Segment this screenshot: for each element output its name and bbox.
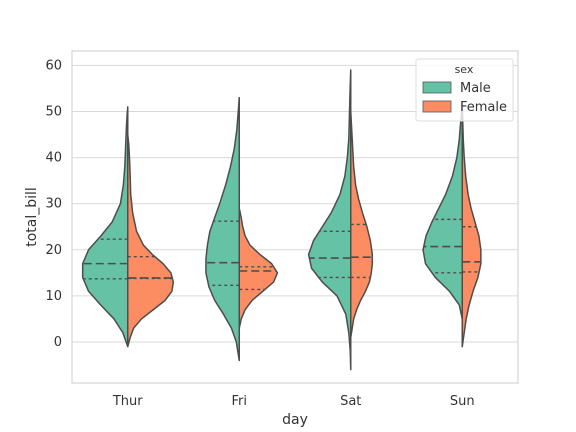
y-tick-label: 50 bbox=[45, 105, 62, 120]
violin-half-male-fri bbox=[205, 96, 240, 362]
y-axis-title: total_bill bbox=[24, 187, 40, 247]
x-axis-title: day bbox=[282, 412, 308, 428]
y-tick-label: 20 bbox=[45, 243, 62, 258]
legend-swatch-female bbox=[422, 100, 452, 113]
x-tick-label: Sat bbox=[340, 394, 361, 409]
legend-title: sex bbox=[455, 63, 474, 76]
violin-half-female-thur bbox=[127, 133, 175, 348]
violin-half-male-sun bbox=[422, 106, 463, 320]
y-tick-label: 60 bbox=[45, 58, 62, 73]
x-tick-label: Fri bbox=[232, 394, 248, 409]
legend-label-female: Female bbox=[460, 100, 507, 115]
violin-half-male-thur bbox=[81, 106, 129, 348]
y-tick-label: 30 bbox=[45, 197, 62, 212]
violin-half-female-sun bbox=[461, 101, 482, 348]
violin-half-female-sat bbox=[350, 110, 374, 339]
y-tick-labels: 0 10 20 30 40 50 60 bbox=[45, 58, 62, 350]
violins bbox=[81, 69, 482, 371]
legend: sex Male Female bbox=[415, 58, 514, 122]
y-tick-label: 0 bbox=[54, 335, 62, 350]
y-tick-label: 10 bbox=[45, 289, 62, 304]
y-tick-label: 40 bbox=[45, 151, 62, 166]
x-tick-labels: Thur Fri Sat Sun bbox=[112, 394, 475, 409]
legend-swatch-male bbox=[422, 81, 452, 94]
legend-label-male: Male bbox=[460, 81, 491, 96]
x-tick-label: Thur bbox=[112, 394, 143, 409]
violin-half-female-fri bbox=[238, 207, 279, 329]
x-tick-label: Sun bbox=[450, 394, 475, 409]
violin-half-male-sat bbox=[307, 69, 352, 371]
